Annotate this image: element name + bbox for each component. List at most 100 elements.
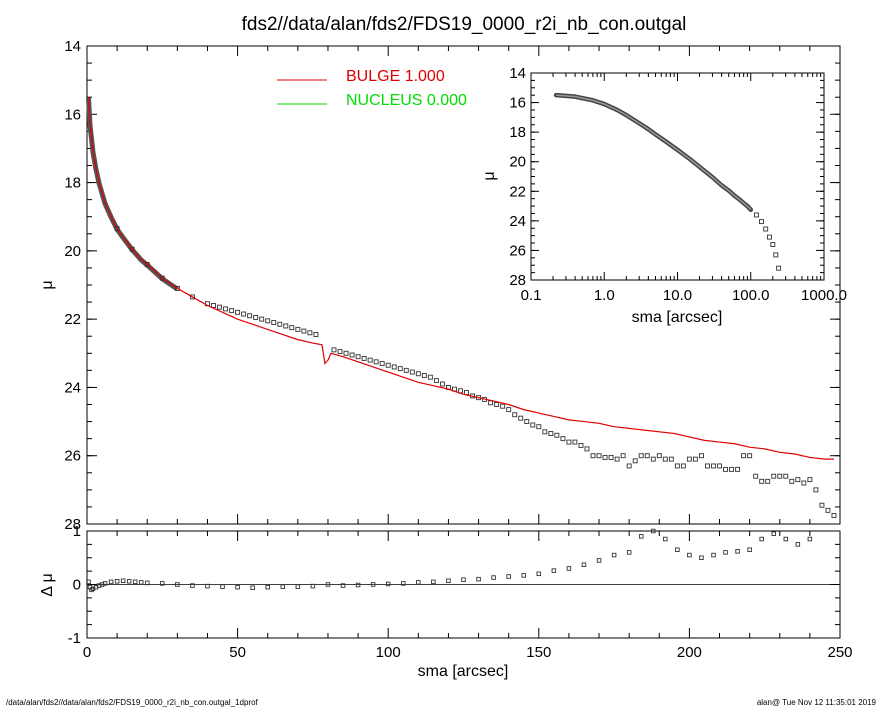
- main-data-point: [211, 303, 216, 308]
- main-y-tick-label: 16: [64, 106, 81, 123]
- main-data-point: [289, 325, 295, 331]
- residual-point: [250, 585, 255, 590]
- main-data-point: [397, 366, 403, 372]
- residual-point: [771, 531, 776, 536]
- main-data-point: [235, 309, 241, 315]
- main-data-point: [247, 313, 253, 319]
- main-data-point: [825, 507, 831, 513]
- footer-left: /data/alan/fds2//data/alan/fds2/FDS19_00…: [6, 698, 259, 707]
- main-data-point: [656, 453, 662, 459]
- inset-x-tick-label: 1000.0: [801, 287, 847, 304]
- main-data-point: [753, 473, 759, 479]
- main-y-axis-label: μ: [39, 280, 56, 289]
- inset-y-tick-label: 20: [509, 154, 526, 171]
- residual-point: [99, 582, 105, 587]
- main-data-point: [674, 463, 680, 469]
- residual-point: [735, 549, 740, 554]
- main-data-point: [343, 350, 349, 356]
- main-data-point: [277, 321, 283, 327]
- residual-point: [521, 573, 526, 578]
- residual-point: [536, 571, 542, 577]
- main-data-point: [729, 466, 735, 472]
- main-data-point: [542, 429, 548, 435]
- main-data-point: [421, 373, 427, 378]
- main-data-point: [217, 304, 222, 310]
- legend-bulge-label: BULGE 1.000: [346, 68, 445, 85]
- main-data-point: [765, 478, 771, 484]
- main-data-point: [500, 403, 506, 409]
- main-data-point: [536, 424, 542, 430]
- main-data-point: [144, 262, 150, 267]
- main-data-point: [518, 415, 524, 421]
- main-data-point: [439, 381, 445, 387]
- residual-point: [280, 584, 286, 589]
- residual-y-axis-label: Δ μ: [39, 573, 56, 596]
- inset-background: [531, 73, 824, 280]
- residual-point: [446, 578, 451, 584]
- main-data-point: [723, 466, 728, 472]
- main-data-point: [174, 285, 180, 291]
- main-ticks: 14 16 18 20 22 24 26 28: [64, 38, 841, 533]
- residual-point: [476, 576, 481, 582]
- legend: BULGE 1.000 NUCLEUS 0.000: [277, 68, 467, 109]
- main-y-tick-label: 20: [64, 243, 81, 260]
- main-data-point: [578, 443, 584, 448]
- residual-point: [401, 581, 406, 586]
- residual-point: [506, 574, 511, 579]
- inset-y-tick-label: 22: [509, 183, 526, 200]
- residual-point: [759, 536, 764, 542]
- main-data-point: [189, 294, 195, 300]
- main-data-point: [488, 400, 494, 406]
- residual-point: [138, 580, 144, 585]
- main-data-point: [301, 328, 307, 334]
- inset-data-point: [754, 212, 759, 218]
- residual-point: [491, 575, 496, 580]
- inset-y-tick-label: 14: [509, 65, 526, 82]
- inset-data-point: [759, 219, 764, 225]
- main-data-point: [620, 453, 626, 459]
- main-data-point: [711, 463, 716, 469]
- main-data-point: [807, 477, 813, 483]
- legend-nucleus-label: NUCLEUS 0.000: [346, 92, 467, 109]
- main-data-point: [789, 478, 795, 484]
- residual-series: [86, 528, 813, 593]
- residual-point: [120, 578, 126, 584]
- main-data-point: [283, 323, 289, 329]
- inset-y-tick-label: 18: [509, 124, 526, 141]
- main-y-tick-label: 26: [64, 448, 81, 465]
- main-data-point: [632, 458, 638, 464]
- main-data-point: [560, 436, 566, 442]
- residual-point: [663, 536, 668, 542]
- main-data-point: [409, 369, 415, 375]
- residual-point: [795, 542, 801, 547]
- main-data-point: [379, 361, 385, 366]
- main-data-point: [626, 463, 632, 469]
- main-data-point: [717, 463, 722, 469]
- main-data-point: [771, 473, 777, 479]
- residual-point: [638, 534, 644, 539]
- main-data-point: [741, 453, 747, 459]
- residual-point: [108, 579, 114, 585]
- residual-point: [205, 583, 210, 589]
- residual-point: [114, 579, 120, 584]
- residual-point: [102, 581, 108, 586]
- main-data-point: [373, 359, 379, 365]
- inset-x-tick-label: 10.0: [663, 287, 692, 304]
- main-y-tick-label: 28: [64, 516, 81, 533]
- residual-x-tick-label: 100: [376, 644, 401, 661]
- main-data-point: [735, 466, 741, 472]
- residual-point: [675, 547, 680, 552]
- main-data-point: [596, 453, 602, 459]
- main-y-tick-label: 14: [64, 38, 81, 55]
- main-data-point: [524, 419, 530, 425]
- main-data-point: [385, 362, 391, 368]
- main-data-point: [433, 378, 439, 384]
- residual-point: [626, 550, 632, 555]
- main-data-point: [367, 357, 373, 363]
- chart-title: fds2//data/alan/fds2/FDS19_0000_r2i_nb_c…: [242, 14, 687, 35]
- residual-y-tick-label: -1: [68, 630, 81, 647]
- main-bulge-line: [87, 97, 834, 460]
- residual-point: [807, 536, 813, 542]
- main-data-point: [229, 308, 235, 314]
